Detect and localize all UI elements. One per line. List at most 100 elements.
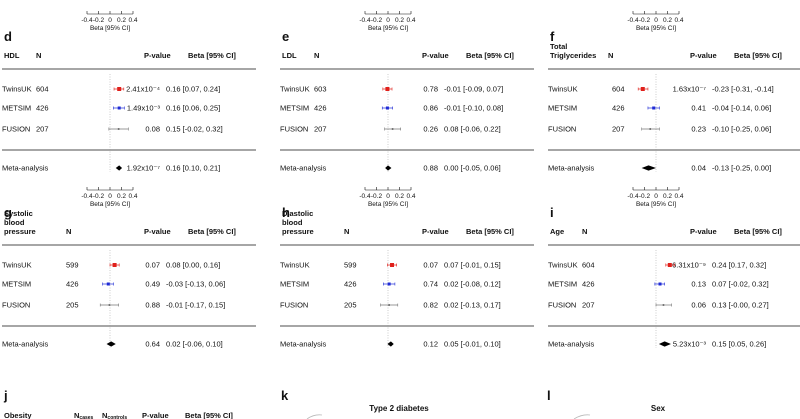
panel-f-trait-label: Triglycerides (550, 51, 596, 60)
cohort-n: 604 (582, 261, 595, 270)
panel-i-trait-label: Age (550, 227, 564, 236)
cohort-label: METSIM (548, 104, 577, 113)
panel-e-letter: e (282, 29, 289, 44)
cohort-label: TwinsUK (548, 261, 578, 270)
cohort-label: METSIM (548, 280, 577, 289)
meta-analysis-label: Meta-analysis (2, 340, 49, 349)
panel-i-letter: i (550, 205, 554, 220)
panel-f-xaxis-tick-label: -0.2 (639, 17, 651, 24)
point-estimate (390, 263, 395, 267)
cohort-beta-ci: -0.03 [-0.13, 0.06] (166, 280, 225, 289)
cohort-label: TwinsUK (280, 85, 310, 94)
cohort-n: 205 (344, 301, 357, 310)
panel-d-trait-label: HDL (4, 51, 20, 60)
meta-analysis-label: Meta-analysis (280, 340, 327, 349)
cohort-n: 207 (36, 125, 49, 134)
cohort-label: FUSION (2, 301, 30, 310)
cohort-n: 207 (612, 125, 625, 134)
panel-g-pvalue-header: P-value (144, 227, 171, 236)
panel-d-n-header: N (36, 51, 41, 60)
meta-beta-ci: 0.00 [-0.05, 0.06] (444, 164, 501, 173)
panel-h-trait-label: blood (282, 218, 303, 227)
panel-d-xaxis-tick-label: 0.4 (128, 17, 137, 24)
cohort-n: 207 (314, 125, 327, 134)
panel-e-xaxis-tick-label: -0.4 (359, 17, 371, 24)
cohort-n: 599 (344, 261, 357, 270)
cohort-n: 207 (582, 301, 595, 310)
point-estimate (385, 87, 390, 91)
cohort-label: TwinsUK (2, 85, 32, 94)
cohort-pvalue: 0.82 (423, 301, 438, 310)
panel-e-xaxis-tick-label: -0.2 (371, 17, 383, 24)
cohort-n: 426 (344, 280, 357, 289)
cohort-n: 604 (612, 85, 625, 94)
panel-h-trait-label: pressure (282, 227, 314, 236)
panel-g-xaxis-tick-label: 0.2 (117, 193, 126, 200)
panel-l-title: Sex (651, 404, 666, 413)
panel-e-xaxis-tick-label: 0 (386, 17, 390, 24)
panel-g-n-header: N (66, 227, 71, 236)
cohort-beta-ci: -0.23 [-0.31, -0.14] (712, 85, 774, 94)
panel-k-letter: k (281, 388, 289, 403)
point-estimate (117, 106, 121, 110)
panel-j-beta-header: Beta [95% CI] (185, 411, 233, 419)
panel-h-xaxis-tick-label: 0 (386, 193, 390, 200)
panel-f-letter: f (550, 29, 555, 44)
panel-h-xaxis-tick-label: 0.2 (395, 193, 404, 200)
panel-h-n-header: N (344, 227, 349, 236)
panel-j-trait: Obesity (4, 411, 32, 419)
cohort-label: FUSION (548, 301, 576, 310)
panel-g-beta-header: Beta [95% CI] (188, 227, 236, 236)
point-estimate (652, 106, 656, 110)
panel-e-xaxis-tick-label: 0.4 (406, 17, 415, 24)
meta-beta-ci: 0.05 [-0.01, 0.10] (444, 340, 501, 349)
cohort-pvalue: 0.78 (423, 85, 438, 94)
panel-h-letter: h (282, 205, 290, 220)
panel-k-curve-fragment (306, 414, 323, 419)
meta-pvalue: 0.04 (691, 164, 706, 173)
cohort-pvalue: 2.41x10⁻⁴ (126, 85, 160, 94)
panel-i-xaxis-tick-label: 0.4 (674, 193, 683, 200)
cohort-pvalue: 1.49x10⁻³ (127, 104, 161, 113)
panel-l-letter: l (547, 388, 551, 403)
panel-i-xaxis-tick-label: -0.4 (627, 193, 639, 200)
panel-j-ncases: Ncases (74, 411, 94, 419)
panel-d-xaxis-label: Beta [95% CI] (90, 25, 130, 32)
panel-e-xaxis-tick-label: 0.2 (395, 17, 404, 24)
cohort-beta-ci: 0.16 [0.07, 0.24] (166, 85, 220, 94)
cohort-label: FUSION (2, 125, 30, 134)
panel-g-trait-label: pressure (4, 227, 36, 236)
cohort-label: TwinsUK (280, 261, 310, 270)
panel-e-trait-label: LDL (282, 51, 297, 60)
panel-f-n-header: N (608, 51, 613, 60)
panel-k-title: Type 2 diabetes (369, 404, 429, 413)
panel-f-pvalue-header: P-value (690, 51, 717, 60)
cohort-beta-ci: 0.02 [-0.08, 0.12] (444, 280, 501, 289)
panel-f-beta-header: Beta [95% CI] (734, 51, 782, 60)
panel-h-xaxis-tick-label: -0.4 (359, 193, 371, 200)
cohort-beta-ci: 0.07 [-0.02, 0.32] (712, 280, 769, 289)
panel-i-n-header: N (582, 227, 587, 236)
cohort-pvalue: 0.86 (423, 104, 438, 113)
cohort-label: METSIM (2, 104, 31, 113)
panel-g-xaxis-tick-label: -0.4 (81, 193, 93, 200)
point-estimate (385, 106, 389, 110)
meta-analysis-label: Meta-analysis (280, 164, 327, 173)
cohort-beta-ci: 0.13 [-0.00, 0.27] (712, 301, 769, 310)
panel-f-xaxis-tick-label: 0.4 (674, 17, 683, 24)
point-estimate (391, 128, 394, 130)
bottom-panels: j Obesity Ncases Ncontrols P-value Beta … (3, 388, 666, 419)
panel-g-xaxis-label: Beta [95% CI] (90, 201, 130, 208)
cohort-pvalue: 0.26 (423, 125, 438, 134)
panel-f-xaxis-label: Beta [95% CI] (636, 25, 676, 32)
point-estimate (108, 304, 111, 306)
meta-pvalue: 1.92x10⁻⁷ (127, 164, 161, 173)
cohort-pvalue: 1.63x10⁻⁷ (673, 85, 707, 94)
panel-f-xaxis-tick-label: 0 (654, 17, 658, 24)
cohort-beta-ci: -0.01 [-0.10, 0.08] (444, 104, 503, 113)
meta-pvalue: 5.23x10⁻³ (673, 340, 707, 349)
point-estimate (106, 282, 110, 286)
meta-diamond (115, 165, 123, 171)
cohort-pvalue: 0.49 (145, 280, 160, 289)
cohort-n: 426 (612, 104, 625, 113)
